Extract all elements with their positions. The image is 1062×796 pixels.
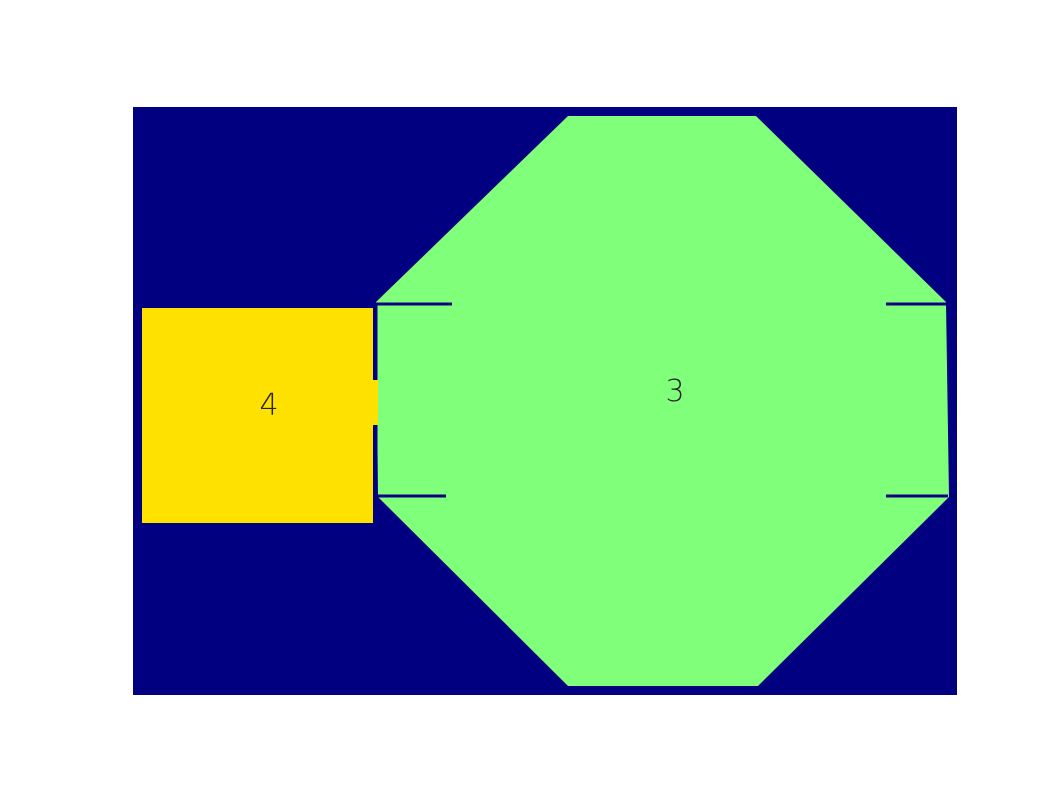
octagon-room xyxy=(376,116,949,686)
square-room xyxy=(142,308,373,523)
doorway-connector xyxy=(370,380,378,425)
square-room-label: 4 xyxy=(259,388,278,423)
octagon-room-label: 3 xyxy=(665,374,684,409)
